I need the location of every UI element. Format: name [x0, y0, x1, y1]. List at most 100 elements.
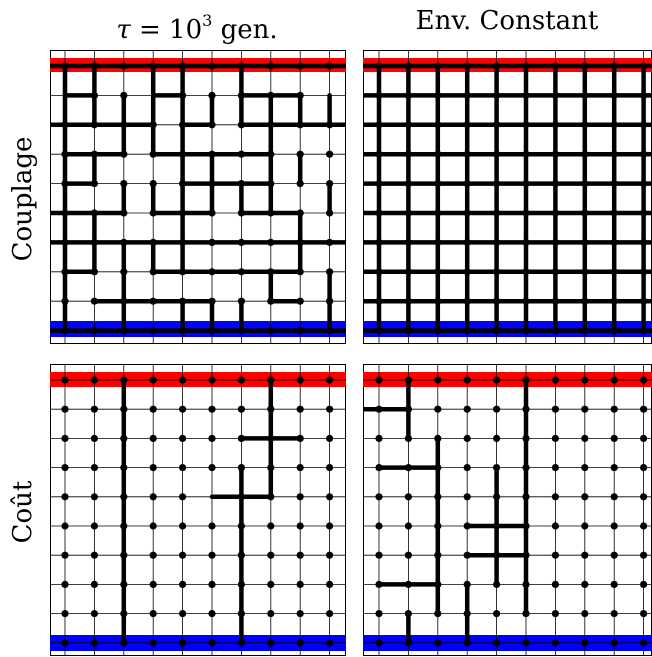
lattice-node — [610, 150, 618, 158]
lattice-node — [551, 62, 559, 70]
lattice-node — [267, 610, 275, 618]
lattice-node — [237, 580, 245, 588]
lattice-panel-cout-constant — [363, 364, 652, 656]
lattice-node — [61, 150, 69, 158]
lattice-node — [61, 551, 69, 559]
lattice-node — [610, 639, 618, 647]
lattice-node — [404, 434, 412, 442]
lattice-node — [522, 150, 530, 158]
lattice-node — [120, 639, 128, 647]
lattice-node — [237, 464, 245, 472]
lattice-node — [61, 405, 69, 413]
tau-equals: = 10 — [130, 15, 203, 45]
lattice-node — [237, 180, 245, 188]
lattice-node — [61, 327, 69, 335]
lattice-node — [267, 209, 275, 217]
lattice-node — [640, 268, 648, 276]
lattice-node — [326, 434, 334, 442]
lattice-node — [90, 268, 98, 276]
lattice-node — [296, 121, 304, 129]
lattice-node — [463, 209, 471, 217]
lattice-node — [434, 180, 442, 188]
lattice-node — [551, 209, 559, 217]
lattice-node — [179, 91, 187, 99]
lattice-node — [326, 464, 334, 472]
lattice-node — [581, 639, 589, 647]
lattice-node — [326, 297, 334, 305]
lattice-node — [61, 180, 69, 188]
lattice-node — [434, 91, 442, 99]
lattice-node — [375, 493, 383, 501]
lattice-node — [581, 150, 589, 158]
lattice-node — [375, 639, 383, 647]
lattice-node — [404, 268, 412, 276]
lattice-node — [404, 209, 412, 217]
lattice-node — [179, 62, 187, 70]
lattice-node — [434, 376, 442, 384]
lattice-node — [522, 405, 530, 413]
lattice-node — [463, 639, 471, 647]
lattice-node — [120, 150, 128, 158]
lattice-node — [640, 180, 648, 188]
lattice-node — [179, 238, 187, 246]
panel-frame — [50, 50, 346, 344]
tau-unit: gen. — [212, 15, 278, 45]
lattice-node — [326, 327, 334, 335]
lattice-node — [149, 297, 157, 305]
lattice-node — [296, 209, 304, 217]
lattice-node — [149, 551, 157, 559]
lattice-node — [463, 493, 471, 501]
lattice-node — [179, 580, 187, 588]
lattice-node — [120, 405, 128, 413]
lattice-panel-couplage-tau — [50, 50, 346, 344]
lattice-node — [149, 464, 157, 472]
lattice-node — [640, 610, 648, 618]
lattice-node — [61, 209, 69, 217]
lattice-node — [267, 121, 275, 129]
lattice-node — [120, 493, 128, 501]
lattice-node — [267, 150, 275, 158]
lattice-node — [267, 434, 275, 442]
lattice-node — [375, 209, 383, 217]
lattice-node — [375, 434, 383, 442]
lattice-node — [581, 209, 589, 217]
lattice-node — [463, 62, 471, 70]
lattice-node — [581, 238, 589, 246]
lattice-node — [404, 405, 412, 413]
lattice-node — [208, 405, 216, 413]
lattice-node — [493, 610, 501, 618]
lattice-node — [208, 91, 216, 99]
lattice-node — [375, 180, 383, 188]
lattice-node — [120, 91, 128, 99]
lattice-node — [493, 464, 501, 472]
lattice-node — [610, 551, 618, 559]
lattice-node — [522, 551, 530, 559]
tau-symbol: τ — [116, 15, 131, 45]
lattice-node — [434, 209, 442, 217]
lattice-node — [120, 376, 128, 384]
lattice-node — [120, 209, 128, 217]
lattice-node — [237, 91, 245, 99]
lattice-node — [90, 180, 98, 188]
lattice-node — [610, 91, 618, 99]
lattice-node — [581, 62, 589, 70]
lattice-node — [610, 493, 618, 501]
lattice-node — [463, 268, 471, 276]
lattice-node — [581, 522, 589, 530]
lattice-node — [296, 493, 304, 501]
lattice-node — [179, 464, 187, 472]
lattice-node — [267, 464, 275, 472]
lattice-panel-couplage-constant — [363, 50, 652, 344]
lattice-node — [296, 150, 304, 158]
lattice-node — [551, 493, 559, 501]
lattice-node — [493, 434, 501, 442]
lattice-node — [179, 268, 187, 276]
lattice-node — [149, 121, 157, 129]
lattice-node — [90, 551, 98, 559]
lattice-node — [493, 639, 501, 647]
lattice-node — [120, 268, 128, 276]
lattice-node — [61, 297, 69, 305]
lattice-node — [522, 297, 530, 305]
lattice-node — [326, 376, 334, 384]
lattice-node — [208, 376, 216, 384]
